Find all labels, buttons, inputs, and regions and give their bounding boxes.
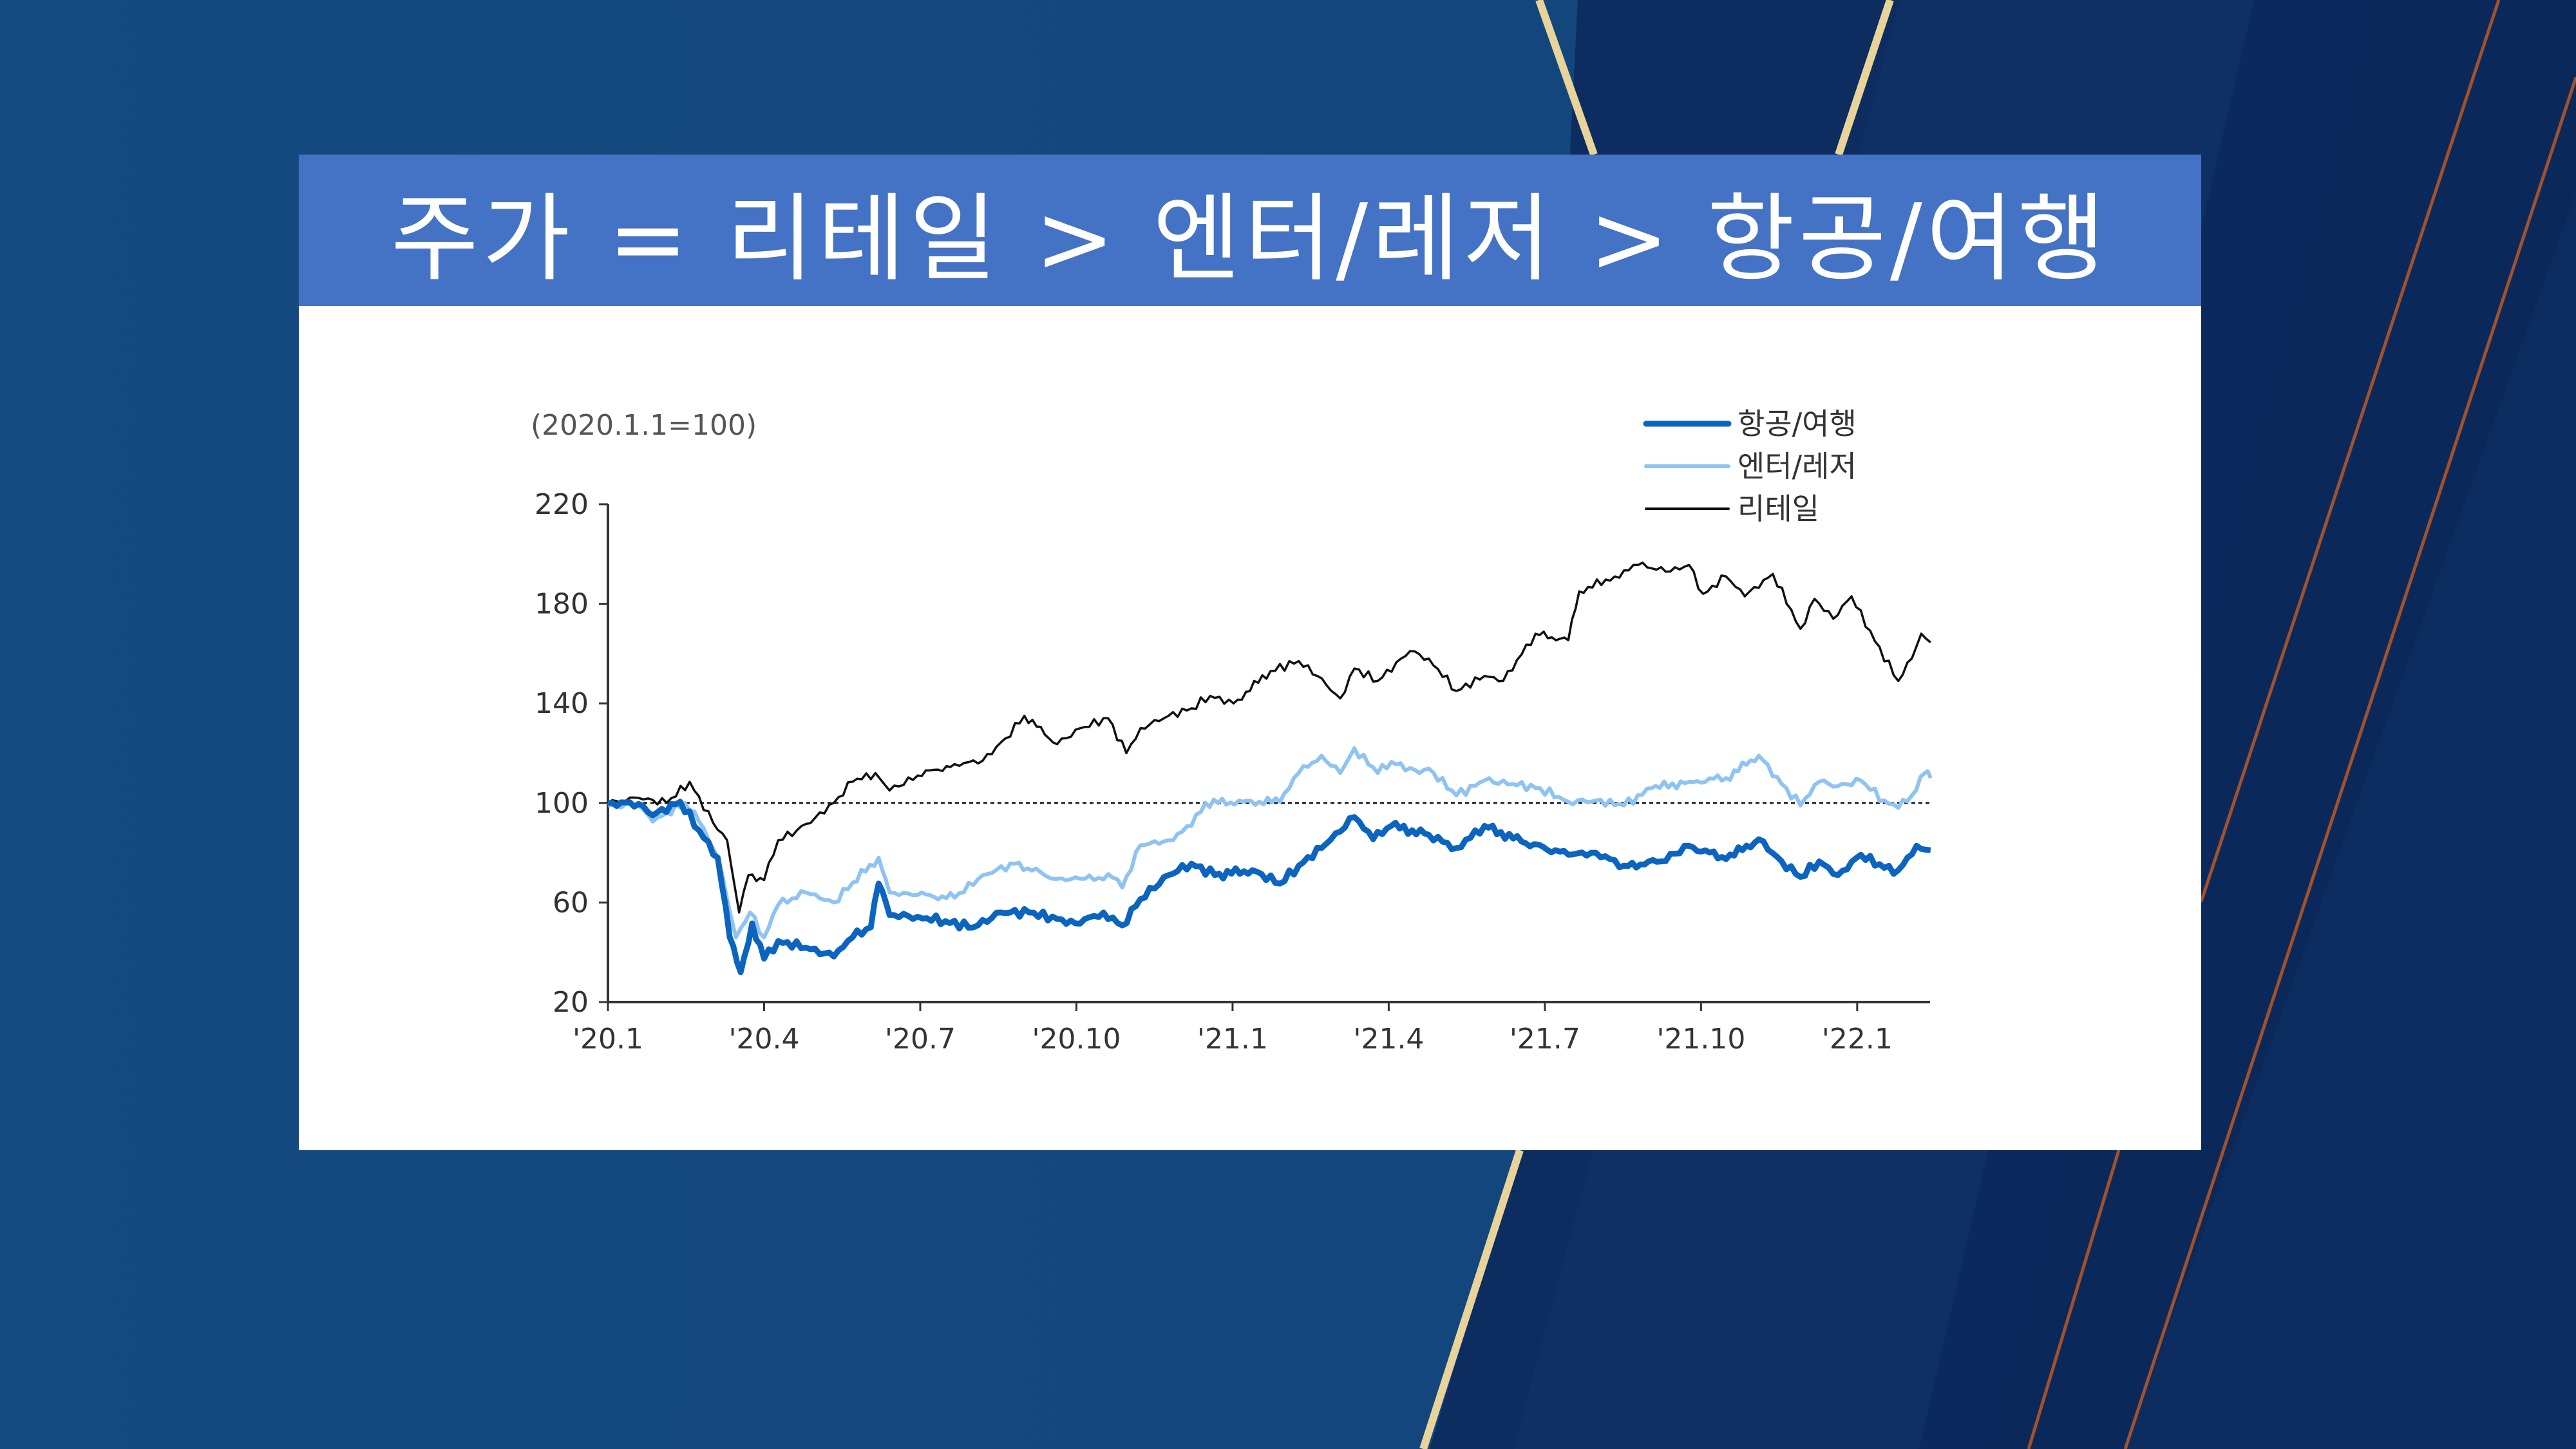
x-tick-label: '22.1 [1822, 1023, 1893, 1056]
y-tick-label: 20 [553, 986, 589, 1019]
slide-title: 주가 = 리테일 > 엔터/레저 > 항공/여행 [390, 184, 2110, 294]
y-tick-label: 60 [553, 886, 589, 919]
x-tick-label: '21.4 [1353, 1023, 1424, 1056]
x-tick-label: '21.1 [1197, 1023, 1268, 1056]
legend-label: 항공/여행 [1738, 406, 1857, 441]
gold-line [1835, 0, 1894, 156]
y-tick-label: 140 [535, 687, 589, 720]
y-tick-label: 180 [535, 588, 589, 621]
series-lines [607, 561, 1933, 976]
axes: 220 180 140 100 60 20 '20.1 '20.4 '20.7 '20.10 '21… [535, 488, 1930, 1056]
y-tick-label: 220 [535, 488, 589, 521]
series-line-1 [607, 746, 1933, 940]
series-line-2 [607, 561, 1931, 914]
y-tick-label: 100 [535, 787, 589, 820]
legend-label: 엔터/레저 [1738, 449, 1857, 484]
x-tick-label: '20.4 [728, 1023, 799, 1056]
gold-line [1535, 0, 1598, 156]
accent-line [2027, 1150, 2121, 1449]
gold-line [1419, 1149, 1524, 1449]
x-tick-label: '20.7 [885, 1023, 956, 1056]
line-chart: (2020.1.1=100) 220 180 140 100 60 20 '20.1 '20.… [531, 406, 1933, 1056]
series-line-0 [607, 799, 1931, 976]
accent-line [2199, 0, 2501, 902]
x-tick-label: '21.10 [1656, 1023, 1745, 1056]
x-tick-label: '20.1 [573, 1023, 643, 1056]
x-tick-label: '21.7 [1510, 1023, 1580, 1056]
title-bar: 주가 = 리테일 > 엔터/레저 > 항공/여행 [299, 155, 2201, 306]
unit-label: (2020.1.1=100) [531, 409, 757, 442]
legend-label: 리테일 [1738, 491, 1819, 526]
chart-panel: (2020.1.1=100) 220 180 140 100 60 20 '20.1 '20.… [299, 306, 2201, 1150]
x-tick-label: '20.10 [1032, 1023, 1121, 1056]
accent-line [2123, 77, 2576, 1449]
